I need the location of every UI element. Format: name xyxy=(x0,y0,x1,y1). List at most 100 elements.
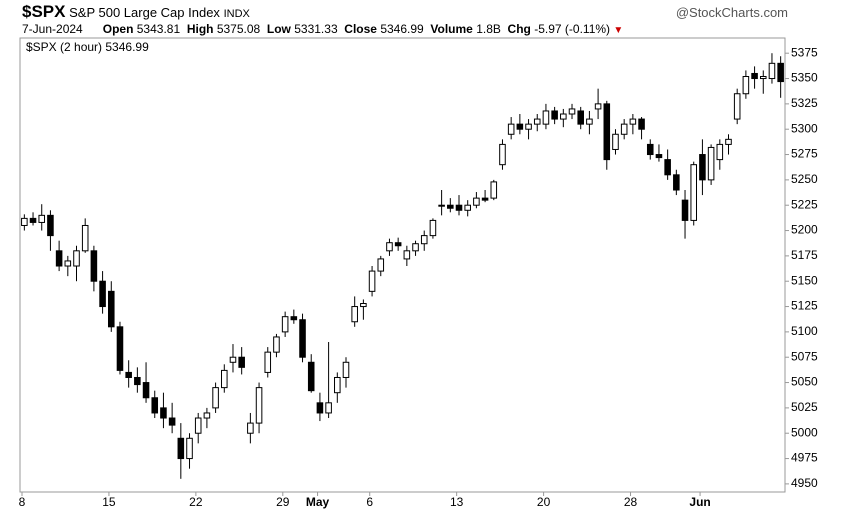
candle-body xyxy=(55,250,63,267)
candle-body xyxy=(733,93,741,120)
y-tick-label: 5300 xyxy=(791,121,818,135)
candle-body xyxy=(334,376,341,394)
candle-body xyxy=(116,326,124,371)
y-tick-label: 5325 xyxy=(791,96,818,110)
source: @StockCharts.com xyxy=(675,5,788,20)
x-tick-label: 15 xyxy=(102,495,116,509)
candle-body xyxy=(603,103,611,161)
y-tick-label: 5225 xyxy=(791,197,818,211)
candle-body xyxy=(73,250,80,267)
candle-body xyxy=(403,250,411,260)
y-tick-label: 5350 xyxy=(791,71,818,85)
candle-body xyxy=(290,316,298,321)
y-tick-label: 5250 xyxy=(791,172,818,186)
candle-body xyxy=(551,110,558,120)
candle-body xyxy=(168,417,176,426)
candle-body xyxy=(490,181,498,199)
candle-body xyxy=(612,133,619,150)
candle-body xyxy=(64,260,72,267)
candle-body xyxy=(299,319,306,358)
legend: $SPX (2 hour) 5346.99 xyxy=(26,40,149,54)
candle-body xyxy=(212,387,219,409)
candle-body xyxy=(107,290,115,328)
candle-body xyxy=(777,62,784,83)
candle-body xyxy=(412,243,419,252)
plot-frame xyxy=(19,37,786,493)
title-line: $SPX S&P 500 Large Cap Index INDX xyxy=(22,2,250,22)
y-tick-label: 5100 xyxy=(791,324,818,338)
candle-body xyxy=(142,382,150,399)
candle-body xyxy=(377,258,385,272)
candle-body xyxy=(560,113,567,120)
y-tick-label: 5375 xyxy=(791,45,818,59)
candle-body xyxy=(594,103,602,110)
y-tick-label: 5150 xyxy=(791,273,818,287)
candle-body xyxy=(203,412,211,419)
candle-body xyxy=(499,143,506,166)
y-tick-label: 5275 xyxy=(791,147,818,161)
y-tick-label: 4975 xyxy=(791,451,818,465)
chg-label: Chg xyxy=(507,22,531,36)
candle-body xyxy=(620,123,628,135)
date: 7-Jun-2024 xyxy=(22,22,83,36)
candle-body xyxy=(542,110,550,125)
candle-body xyxy=(264,351,272,373)
open-label: Open xyxy=(102,22,134,36)
quote-line: 7-Jun-2024 Open 5343.81 High 5375.08 Low… xyxy=(22,22,623,36)
candle-body xyxy=(646,143,654,156)
down-arrow: ▼ xyxy=(613,25,624,36)
candle-body xyxy=(351,306,358,323)
candle-body xyxy=(125,371,132,378)
close-value: 5346.99 xyxy=(380,22,424,36)
candle-body xyxy=(568,108,576,115)
candle-body xyxy=(716,143,724,161)
candle-body xyxy=(681,199,689,221)
high-label: High xyxy=(186,22,214,36)
candle-body xyxy=(99,280,106,308)
candle-body xyxy=(394,242,402,247)
candle-body xyxy=(673,174,680,191)
y-tick-label: 5050 xyxy=(791,375,818,389)
candle-body xyxy=(238,356,245,368)
candle-body xyxy=(707,146,715,181)
candle-body xyxy=(507,123,515,135)
candle-body xyxy=(725,138,732,145)
y-tick-label: 5175 xyxy=(791,248,818,262)
exchange: INDX xyxy=(223,8,250,20)
candle-body xyxy=(247,422,254,434)
candle-body xyxy=(759,76,767,80)
candle-body xyxy=(160,407,167,419)
candle-body xyxy=(307,361,315,392)
y-tick-label: 4950 xyxy=(791,476,818,490)
candle-body xyxy=(90,250,98,282)
x-tick-label: 22 xyxy=(189,495,203,509)
low-value: 5331.33 xyxy=(294,22,338,36)
candle-body xyxy=(316,402,324,414)
candle-body xyxy=(229,356,237,363)
x-tick-label: 6 xyxy=(366,495,373,509)
volume-label: Volume xyxy=(430,22,473,36)
candle-body xyxy=(577,110,584,125)
y-tick-label: 5025 xyxy=(791,400,818,414)
candle-body xyxy=(586,118,593,125)
candle-body xyxy=(281,316,289,333)
x-tick-label: 29 xyxy=(276,495,290,509)
symbol: $SPX xyxy=(22,2,66,21)
candle-body xyxy=(447,204,454,209)
candle-body xyxy=(655,154,663,159)
x-tick-label: 28 xyxy=(624,495,638,509)
candle-body xyxy=(751,72,758,80)
candle-body xyxy=(273,336,280,353)
candle-body xyxy=(664,159,671,176)
candle-body xyxy=(768,62,776,80)
candle-body xyxy=(151,397,159,414)
candle-body xyxy=(420,235,428,245)
high-value: 5375.08 xyxy=(216,22,261,36)
candle-body xyxy=(134,376,141,386)
candle-body xyxy=(38,214,46,223)
low-label: Low xyxy=(266,22,291,36)
candle-body xyxy=(473,197,480,206)
candle-body xyxy=(177,437,185,460)
candle-body xyxy=(742,76,750,95)
